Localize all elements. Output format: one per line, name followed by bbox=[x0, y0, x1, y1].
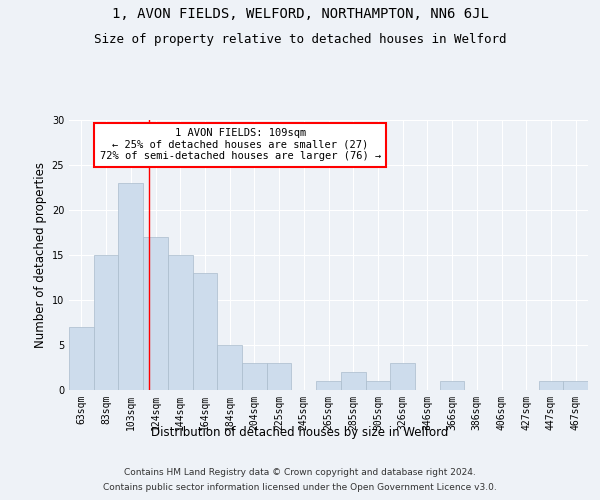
Bar bbox=[168, 255, 193, 390]
Text: Contains public sector information licensed under the Open Government Licence v3: Contains public sector information licen… bbox=[103, 483, 497, 492]
Y-axis label: Number of detached properties: Number of detached properties bbox=[34, 162, 47, 348]
Bar bbox=[365, 381, 390, 390]
Bar bbox=[242, 363, 267, 390]
Bar bbox=[440, 381, 464, 390]
Text: Contains HM Land Registry data © Crown copyright and database right 2024.: Contains HM Land Registry data © Crown c… bbox=[124, 468, 476, 477]
Bar bbox=[217, 345, 242, 390]
Bar bbox=[316, 381, 341, 390]
Text: 1, AVON FIELDS, WELFORD, NORTHAMPTON, NN6 6JL: 1, AVON FIELDS, WELFORD, NORTHAMPTON, NN… bbox=[112, 8, 488, 22]
Text: Distribution of detached houses by size in Welford: Distribution of detached houses by size … bbox=[151, 426, 449, 439]
Bar bbox=[118, 183, 143, 390]
Bar bbox=[94, 255, 118, 390]
Bar bbox=[193, 273, 217, 390]
Bar bbox=[539, 381, 563, 390]
Text: Size of property relative to detached houses in Welford: Size of property relative to detached ho… bbox=[94, 32, 506, 46]
Bar bbox=[390, 363, 415, 390]
Bar bbox=[341, 372, 365, 390]
Bar bbox=[267, 363, 292, 390]
Bar bbox=[563, 381, 588, 390]
Bar bbox=[143, 237, 168, 390]
Bar bbox=[69, 327, 94, 390]
Text: 1 AVON FIELDS: 109sqm
← 25% of detached houses are smaller (27)
72% of semi-deta: 1 AVON FIELDS: 109sqm ← 25% of detached … bbox=[100, 128, 381, 162]
